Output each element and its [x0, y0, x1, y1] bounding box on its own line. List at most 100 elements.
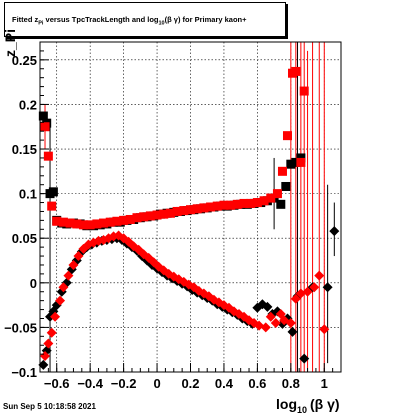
diamond-marker: [38, 359, 49, 370]
y-tick-label: 0: [30, 276, 37, 291]
square-marker: [272, 189, 282, 199]
square-marker: [65, 218, 75, 228]
diamond-marker: [40, 350, 51, 361]
diamond-marker: [68, 259, 79, 270]
title-sub-10: 10: [158, 20, 165, 27]
diamond-marker: [319, 324, 330, 335]
x-tick-label: 0: [153, 376, 160, 391]
x-tick-label: −0.6: [44, 376, 70, 391]
square-marker: [282, 131, 292, 141]
square-marker: [145, 211, 155, 221]
diamond-marker: [260, 322, 271, 333]
square-marker: [78, 220, 88, 230]
square-marker: [38, 111, 48, 121]
axis-ticks: [39, 41, 342, 373]
diamond-marker: [50, 311, 61, 322]
y-tick-label: 0.25: [12, 53, 37, 68]
diamond-marker: [302, 286, 313, 297]
square-marker: [226, 200, 236, 210]
square-marker: [259, 196, 269, 206]
x-tick-label: 0.8: [282, 376, 300, 391]
diamond-marker: [287, 326, 298, 337]
y-tick-label: 0.2: [19, 97, 37, 112]
square-marker: [192, 204, 202, 214]
square-marker: [85, 220, 95, 230]
square-marker: [92, 219, 102, 229]
square-marker: [179, 206, 189, 216]
diamond-marker: [290, 293, 301, 304]
diamond-marker: [46, 327, 57, 338]
square-marker: [252, 198, 262, 208]
x-tick-label: 0.6: [248, 376, 266, 391]
square-marker: [165, 208, 175, 218]
square-marker: [206, 202, 216, 212]
y-tick-label: −0.1: [11, 365, 37, 380]
square-marker: [296, 157, 306, 167]
title-box: Fitted zPi versus TpcTrackLength and log…: [4, 2, 286, 37]
title-sub-pi: Pi: [38, 20, 44, 27]
diamond-marker: [265, 311, 276, 322]
square-marker: [299, 86, 309, 96]
square-marker: [232, 199, 242, 209]
square-marker: [291, 66, 301, 76]
diamond-marker: [322, 282, 333, 293]
diamond-marker: [309, 282, 320, 293]
y-corner-label: z_Pi: [2, 29, 18, 57]
square-marker: [239, 198, 249, 208]
diamond-marker: [314, 270, 325, 281]
diamond-marker: [285, 317, 296, 328]
square-marker: [105, 217, 115, 227]
diamond-marker: [73, 251, 84, 262]
diamond-marker: [56, 286, 67, 297]
diamond-marker: [262, 301, 273, 312]
square-marker: [112, 216, 122, 226]
square-marker: [125, 214, 135, 224]
x-tick-label: −0.4: [77, 376, 103, 391]
square-marker: [47, 201, 57, 211]
square-marker: [246, 198, 256, 208]
tick-labels: −0.6 −0.4 −0.2 0 0.2 0.4 0.6 0.8 1 −0.1 −0.05 0 0.05…: [4, 53, 328, 391]
y-tick-label: −0.05: [4, 320, 37, 335]
x-tick-label: 0.2: [181, 376, 199, 391]
square-marker: [186, 205, 195, 215]
square-marker: [212, 201, 222, 211]
data-markers: [38, 66, 340, 370]
square-marker: [119, 215, 129, 225]
title-suffix: (β γ) for Primary kaon+: [164, 15, 247, 24]
title-middle: versus TpcTrackLength and log: [43, 15, 159, 24]
diamond-marker: [63, 270, 74, 281]
square-marker: [132, 213, 142, 223]
square-marker: [172, 206, 182, 216]
diamond-marker: [270, 317, 281, 328]
x-axis-title-main: log: [276, 396, 297, 412]
square-marker: [58, 217, 68, 227]
square-marker: [219, 200, 229, 210]
chart-title: Fitted zPi versus TpcTrackLength and log…: [12, 15, 247, 27]
square-marker: [99, 218, 109, 228]
diamond-marker: [299, 353, 310, 364]
x-tick-label: −0.2: [111, 376, 137, 391]
timestamp: Sun Sep 5 10:18:58 2021: [3, 402, 96, 411]
x-tick-label: 0.4: [215, 376, 234, 391]
x-axis-title: log10 (β γ): [276, 396, 340, 414]
square-marker: [286, 159, 296, 169]
square-marker: [266, 193, 276, 203]
y-tick-label: 0.15: [12, 142, 37, 157]
x-axis-title-rest: (β γ): [310, 396, 340, 412]
diamond-marker: [55, 295, 66, 306]
square-marker: [72, 219, 82, 229]
square-marker: [159, 209, 169, 219]
square-marker: [139, 212, 149, 222]
square-marker: [48, 187, 58, 197]
x-axis-title-sub: 10: [297, 405, 307, 414]
title-prefix: Fitted z: [12, 15, 39, 24]
diamond-marker: [43, 338, 54, 349]
x-tick-label: 1: [321, 376, 328, 391]
square-marker: [40, 122, 50, 132]
square-marker: [43, 151, 53, 161]
y-tick-label: 0.05: [12, 231, 37, 246]
square-marker: [52, 216, 62, 226]
diamond-marker: [329, 226, 340, 237]
square-marker: [281, 181, 291, 191]
